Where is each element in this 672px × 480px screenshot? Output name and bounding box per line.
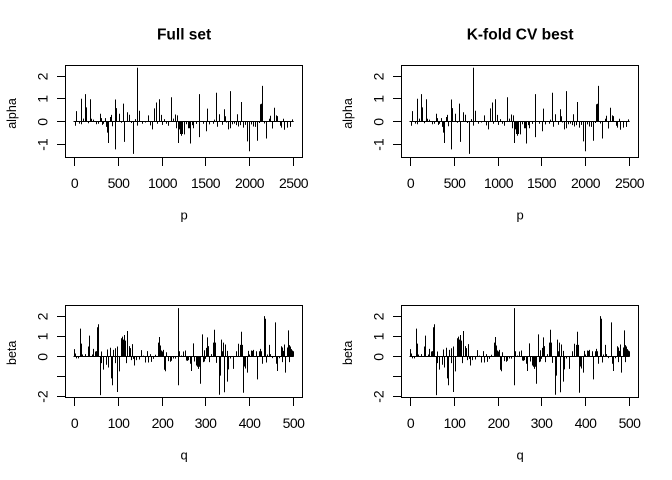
svg-text:-1: -1 (370, 138, 386, 151)
svg-text:500: 500 (283, 415, 305, 431)
svg-text:400: 400 (239, 415, 261, 431)
svg-text:q: q (180, 448, 187, 463)
svg-text:-2: -2 (34, 390, 50, 403)
svg-text:0: 0 (34, 118, 50, 126)
svg-text:300: 300 (531, 415, 553, 431)
svg-text:2: 2 (370, 312, 386, 320)
svg-text:100: 100 (444, 415, 466, 431)
svg-text:1500: 1500 (191, 175, 221, 191)
svg-text:0: 0 (34, 353, 50, 361)
svg-text:0: 0 (407, 415, 415, 431)
svg-text:2: 2 (370, 72, 386, 80)
svg-text:500: 500 (444, 175, 466, 191)
svg-text:alpha: alpha (341, 98, 355, 129)
svg-text:1: 1 (370, 95, 386, 103)
svg-text:2500: 2500 (615, 175, 645, 191)
svg-text:1: 1 (370, 332, 386, 340)
svg-text:0: 0 (370, 353, 386, 361)
svg-text:500: 500 (108, 175, 130, 191)
svg-text:200: 200 (152, 415, 174, 431)
svg-text:500: 500 (619, 415, 641, 431)
svg-text:1000: 1000 (148, 175, 178, 191)
svg-text:p: p (180, 208, 187, 223)
svg-text:100: 100 (108, 415, 130, 431)
svg-text:1: 1 (34, 95, 50, 103)
svg-text:1: 1 (34, 332, 50, 340)
svg-text:300: 300 (195, 415, 217, 431)
svg-text:2500: 2500 (279, 175, 309, 191)
svg-text:400: 400 (575, 415, 597, 431)
svg-text:200: 200 (488, 415, 510, 431)
svg-text:2: 2 (34, 312, 50, 320)
svg-text:0: 0 (71, 415, 79, 431)
svg-text:0: 0 (407, 175, 415, 191)
svg-text:-2: -2 (370, 390, 386, 403)
svg-text:1500: 1500 (527, 175, 557, 191)
svg-text:Full set: Full set (157, 27, 211, 44)
svg-text:0: 0 (370, 118, 386, 126)
svg-text:beta: beta (341, 341, 355, 365)
svg-text:2: 2 (34, 72, 50, 80)
svg-text:alpha: alpha (5, 98, 19, 129)
svg-text:0: 0 (71, 175, 79, 191)
svg-text:p: p (516, 208, 523, 223)
svg-text:q: q (516, 448, 523, 463)
svg-text:2000: 2000 (571, 175, 601, 191)
svg-text:1000: 1000 (484, 175, 514, 191)
svg-text:-1: -1 (34, 138, 50, 151)
svg-text:K-fold CV best: K-fold CV best (467, 27, 574, 44)
svg-text:beta: beta (5, 341, 19, 365)
svg-text:2000: 2000 (235, 175, 265, 191)
